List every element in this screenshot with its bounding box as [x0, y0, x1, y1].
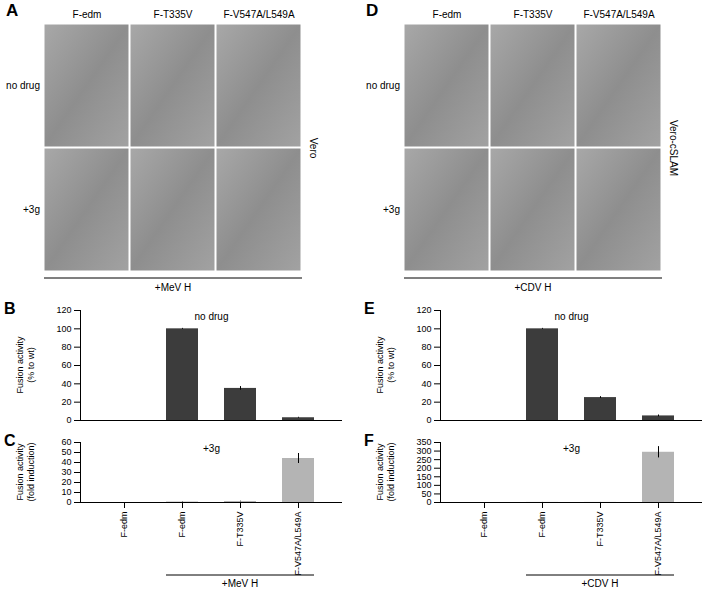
svg-text:F-edm: F-edm — [479, 512, 489, 538]
svg-text:A: A — [6, 1, 18, 20]
svg-text:Fusion activity(fold induction: Fusion activity(fold induction) — [15, 442, 36, 501]
svg-text:no drug: no drug — [555, 311, 589, 322]
svg-text:+3g: +3g — [563, 443, 580, 454]
svg-text:80: 80 — [61, 342, 71, 352]
svg-text:Fusion activity(% to wt): Fusion activity(% to wt) — [375, 336, 396, 394]
svg-text:Vero: Vero — [308, 138, 319, 159]
svg-text:F-T335V: F-T335V — [595, 512, 605, 547]
svg-text:250: 250 — [416, 455, 431, 465]
svg-text:100: 100 — [416, 324, 431, 334]
svg-text:F-edm: F-edm — [537, 512, 547, 538]
svg-text:40: 40 — [421, 379, 431, 389]
svg-text:350: 350 — [416, 437, 431, 447]
svg-text:100: 100 — [416, 480, 431, 490]
html-text:F: F — [364, 432, 374, 449]
svg-text:+CDV H: +CDV H — [582, 578, 619, 589]
svg-text:F-T335V: F-T335V — [514, 9, 553, 20]
svg-text:+MeV H: +MeV H — [222, 578, 258, 589]
svg-text:no drug: no drug — [366, 80, 400, 91]
svg-text:+3g: +3g — [383, 204, 400, 215]
svg-text:0: 0 — [66, 415, 71, 425]
svg-text:50: 50 — [61, 447, 71, 457]
svg-text:60: 60 — [61, 437, 71, 447]
svg-text:F-V547A/L549A: F-V547A/L549A — [223, 9, 294, 20]
svg-text:Fusion activity(fold induction: Fusion activity(fold induction) — [375, 442, 396, 501]
svg-text:20: 20 — [61, 477, 71, 487]
svg-text:120: 120 — [416, 305, 431, 315]
svg-text:30: 30 — [61, 467, 71, 477]
svg-text:+MeV H: +MeV H — [155, 282, 191, 293]
svg-text:+CDV H: +CDV H — [515, 282, 552, 293]
svg-text:+3g: +3g — [203, 443, 220, 454]
html-text:C: C — [4, 432, 16, 449]
html-text:B: B — [4, 300, 16, 317]
svg-text:10: 10 — [61, 487, 71, 497]
svg-text:F-T335V: F-T335V — [235, 512, 245, 547]
svg-text:200: 200 — [416, 463, 431, 473]
svg-text:120: 120 — [56, 305, 71, 315]
svg-text:F-edm: F-edm — [119, 512, 129, 538]
html-text:E: E — [364, 300, 375, 317]
svg-text:+3g: +3g — [23, 204, 40, 215]
svg-text:40: 40 — [61, 379, 71, 389]
svg-text:0: 0 — [66, 497, 71, 507]
svg-text:D: D — [366, 1, 378, 20]
svg-text:20: 20 — [61, 397, 71, 407]
svg-text:F-T335V: F-T335V — [154, 9, 193, 20]
svg-text:50: 50 — [421, 489, 431, 499]
svg-text:F-V547A/L549A: F-V547A/L549A — [583, 9, 654, 20]
svg-text:F-V547A/L549A: F-V547A/L549A — [653, 512, 663, 576]
svg-text:60: 60 — [421, 360, 431, 370]
svg-text:Fusion activity(% to wt): Fusion activity(% to wt) — [15, 336, 36, 394]
svg-text:F-edm: F-edm — [177, 512, 187, 538]
svg-text:0: 0 — [426, 497, 431, 507]
svg-text:100: 100 — [56, 324, 71, 334]
svg-text:no drug: no drug — [195, 311, 229, 322]
svg-text:40: 40 — [61, 457, 71, 467]
svg-text:F-edm: F-edm — [433, 9, 462, 20]
svg-text:60: 60 — [61, 360, 71, 370]
svg-text:20: 20 — [421, 397, 431, 407]
svg-text:150: 150 — [416, 472, 431, 482]
svg-text:80: 80 — [421, 342, 431, 352]
svg-text:F-V547A/L549A: F-V547A/L549A — [293, 512, 303, 576]
svg-text:300: 300 — [416, 446, 431, 456]
svg-text:F-edm: F-edm — [73, 9, 102, 20]
svg-text:0: 0 — [426, 415, 431, 425]
svg-text:no drug: no drug — [6, 80, 40, 91]
svg-text:Vero-cSLAM: Vero-cSLAM — [668, 120, 679, 176]
